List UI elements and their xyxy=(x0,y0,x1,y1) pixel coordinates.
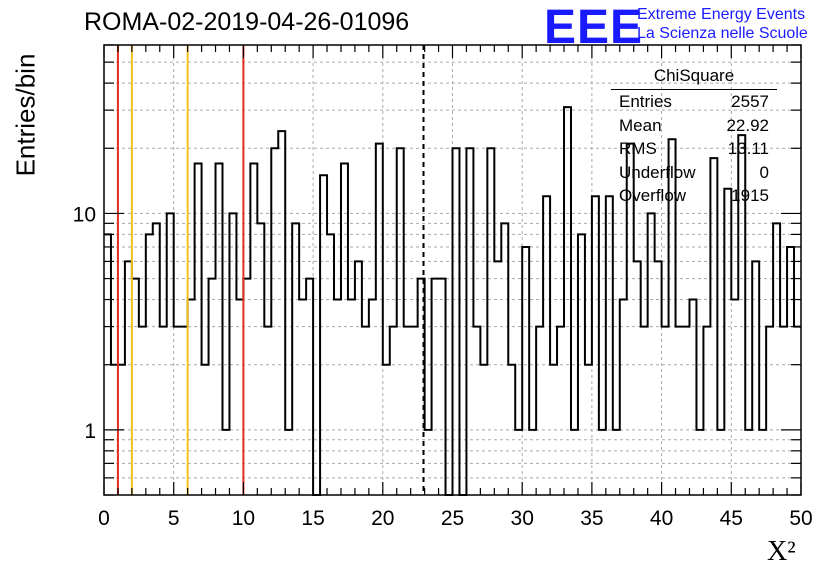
stats-label: Mean xyxy=(619,115,662,135)
x-tick-label: 45 xyxy=(720,507,743,530)
y-axis-label: Entries/bin xyxy=(10,53,41,177)
stats-row-overflow: Overflow 1915 xyxy=(611,184,777,208)
x-tick-label: 30 xyxy=(511,507,534,530)
logo-line-2: La Scienza nelle Scuole xyxy=(637,25,808,42)
chart-title: ROMA-02-2019-04-26-01096 xyxy=(84,8,410,36)
x-tick-label: 15 xyxy=(301,507,324,530)
stats-row-underflow: Underflow 0 xyxy=(611,161,777,185)
stats-row-mean: Mean 22.92 xyxy=(611,114,777,138)
x-tick-label: 10 xyxy=(232,507,255,530)
stats-box: ChiSquare Entries 2557 Mean 22.92 RMS 13… xyxy=(611,66,777,208)
stats-label: Underflow xyxy=(619,162,696,182)
stats-value: 22.92 xyxy=(726,115,769,135)
stats-label: Entries xyxy=(619,92,672,111)
stats-value: 1915 xyxy=(731,186,769,205)
stats-row-entries: Entries 2557 xyxy=(611,90,777,114)
stats-value: 0 xyxy=(759,162,769,182)
y-axis-label-box: Entries/bin xyxy=(6,40,46,190)
stats-value: 2557 xyxy=(731,92,769,111)
y-tick-label: 1 xyxy=(84,420,96,443)
stats-label: Overflow xyxy=(619,186,687,205)
y-tick-label: 10 xyxy=(73,203,96,226)
x-axis-label: X² xyxy=(767,536,796,567)
stats-value: 13.11 xyxy=(727,139,769,158)
stats-row-rms: RMS 13.11 xyxy=(611,137,777,161)
logo-line-1: Extreme Energy Events xyxy=(637,6,806,23)
histogram-steps xyxy=(104,106,801,496)
x-tick-label: 20 xyxy=(371,507,394,530)
x-tick-label: 0 xyxy=(98,507,110,530)
x-tick-label: 25 xyxy=(441,507,464,530)
x-tick-label: 40 xyxy=(650,507,673,530)
eee-logo: EEE xyxy=(544,1,644,54)
x-tick-label: 35 xyxy=(580,507,603,530)
x-tick-label: 5 xyxy=(168,507,180,530)
stats-label: RMS xyxy=(619,139,657,158)
x-tick-label: 50 xyxy=(789,507,812,530)
stats-title: ChiSquare xyxy=(611,66,777,90)
